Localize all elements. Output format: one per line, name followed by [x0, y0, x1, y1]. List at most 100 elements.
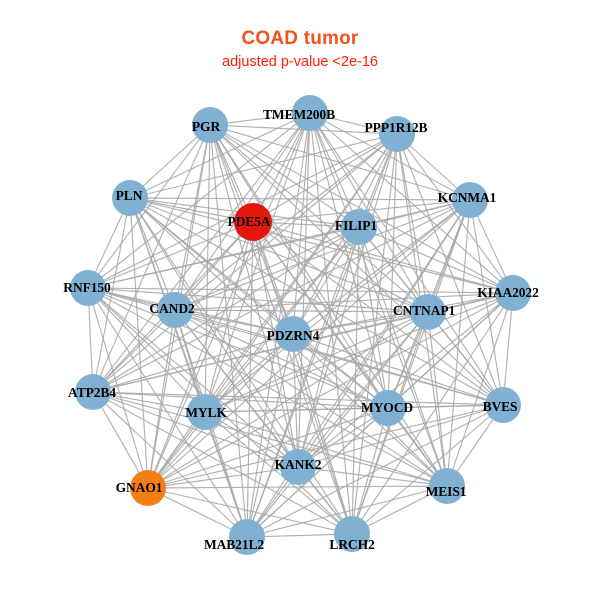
graph-edge [297, 404, 504, 468]
graph-edge [297, 292, 514, 468]
graph-edge [292, 226, 360, 335]
graph-edge [292, 333, 353, 535]
graph-node-cntnap1[interactable] [410, 294, 446, 330]
graph-edge [174, 309, 504, 406]
graph-node-rnf150[interactable] [70, 270, 106, 306]
graph-node-bves[interactable] [485, 387, 521, 423]
graph-edge [92, 197, 131, 393]
graph-node-tmem200b[interactable] [292, 95, 328, 131]
graph-edge [147, 112, 311, 489]
graph-node-mab21l2[interactable] [229, 519, 265, 555]
graph-edge [129, 197, 353, 535]
graph-edge [351, 226, 360, 535]
graph-edge [358, 226, 429, 313]
graph-edge [147, 485, 448, 489]
graph-edge [292, 112, 311, 335]
graph-node-pdzrn4[interactable] [275, 316, 311, 352]
graph-edge [246, 485, 448, 538]
graph-edge [147, 309, 176, 489]
graph-edge [92, 391, 206, 413]
graph-edge [204, 411, 353, 535]
graph-edge [129, 197, 429, 313]
graph-edge [129, 197, 514, 294]
graph-edge [147, 226, 360, 489]
graph-edge [204, 333, 294, 413]
graph-node-lrch2[interactable] [334, 516, 370, 552]
graph-edge [297, 199, 471, 468]
graph-edge [92, 309, 176, 393]
graph-node-filip1[interactable] [341, 209, 377, 245]
graph-edge [387, 133, 398, 409]
graph-edge [174, 221, 254, 311]
graph-node-mylk[interactable] [187, 394, 223, 430]
node-layer [70, 95, 531, 555]
graph-edge [246, 407, 389, 538]
graph-edge [396, 133, 504, 406]
graph-edge [204, 407, 389, 413]
graph-edge [252, 221, 429, 313]
graph-node-kank2[interactable] [280, 449, 316, 485]
graph-edge [246, 404, 504, 538]
graph-edge [147, 311, 429, 489]
graph-edge [209, 124, 514, 294]
graph-edge [87, 124, 211, 289]
graph-edge [87, 287, 514, 294]
graph-node-kiaa2022[interactable] [495, 275, 531, 311]
graph-node-myocd[interactable] [370, 390, 406, 426]
graph-edge [87, 287, 149, 489]
graph-edge [387, 404, 504, 409]
graph-edge [129, 197, 176, 311]
graph-edge [129, 133, 398, 199]
graph-node-ppp1r12b[interactable] [379, 116, 415, 152]
graph-edge [147, 487, 353, 535]
graph-edge [246, 133, 398, 538]
graph-edge [246, 199, 471, 538]
graph-edge [469, 199, 504, 406]
graph-edge [358, 226, 514, 294]
graph-edge [297, 311, 429, 468]
graph-edge [309, 112, 389, 409]
graph-edge [92, 112, 311, 393]
graph-edge [87, 221, 254, 289]
graph-node-pln[interactable] [112, 180, 148, 216]
graph-edge [92, 333, 294, 393]
graph-edge [129, 124, 211, 199]
graph-edge [351, 292, 514, 535]
graph-node-meis1[interactable] [429, 468, 465, 504]
graph-node-atp2b4[interactable] [75, 374, 111, 410]
graph-edge [204, 411, 299, 468]
graph-edge [246, 333, 294, 538]
graph-edge [309, 112, 514, 294]
graph-edge [252, 221, 299, 468]
graph-edge [252, 221, 504, 406]
graph-edge [252, 112, 311, 223]
graph-edge [87, 287, 248, 538]
graph-edge [204, 133, 398, 413]
graph-edge [129, 197, 299, 468]
graph-node-pde5a[interactable] [234, 203, 272, 241]
graph-edge [387, 292, 514, 409]
graph-edge [174, 199, 471, 311]
graph-edge [252, 221, 353, 535]
graph-edge [204, 292, 514, 413]
graph-node-kcnma1[interactable] [452, 182, 488, 218]
graph-edge [252, 221, 389, 409]
graph-edge [92, 391, 299, 468]
graph-node-gnao1[interactable] [130, 470, 166, 506]
graph-edge [174, 309, 448, 487]
graph-edge [129, 197, 389, 409]
graph-edge [92, 391, 504, 406]
graph-edge [358, 199, 471, 228]
graph-edge [174, 309, 429, 313]
graph-edge [204, 221, 254, 413]
graph-edge [252, 221, 294, 335]
graph-edge [147, 221, 254, 489]
graph-edge [87, 287, 389, 409]
graph-edge [174, 226, 360, 311]
graph-edge [92, 391, 389, 409]
graph-node-pgr[interactable] [192, 107, 228, 143]
graph-edge [87, 112, 311, 289]
graph-node-cand2[interactable] [157, 292, 193, 328]
